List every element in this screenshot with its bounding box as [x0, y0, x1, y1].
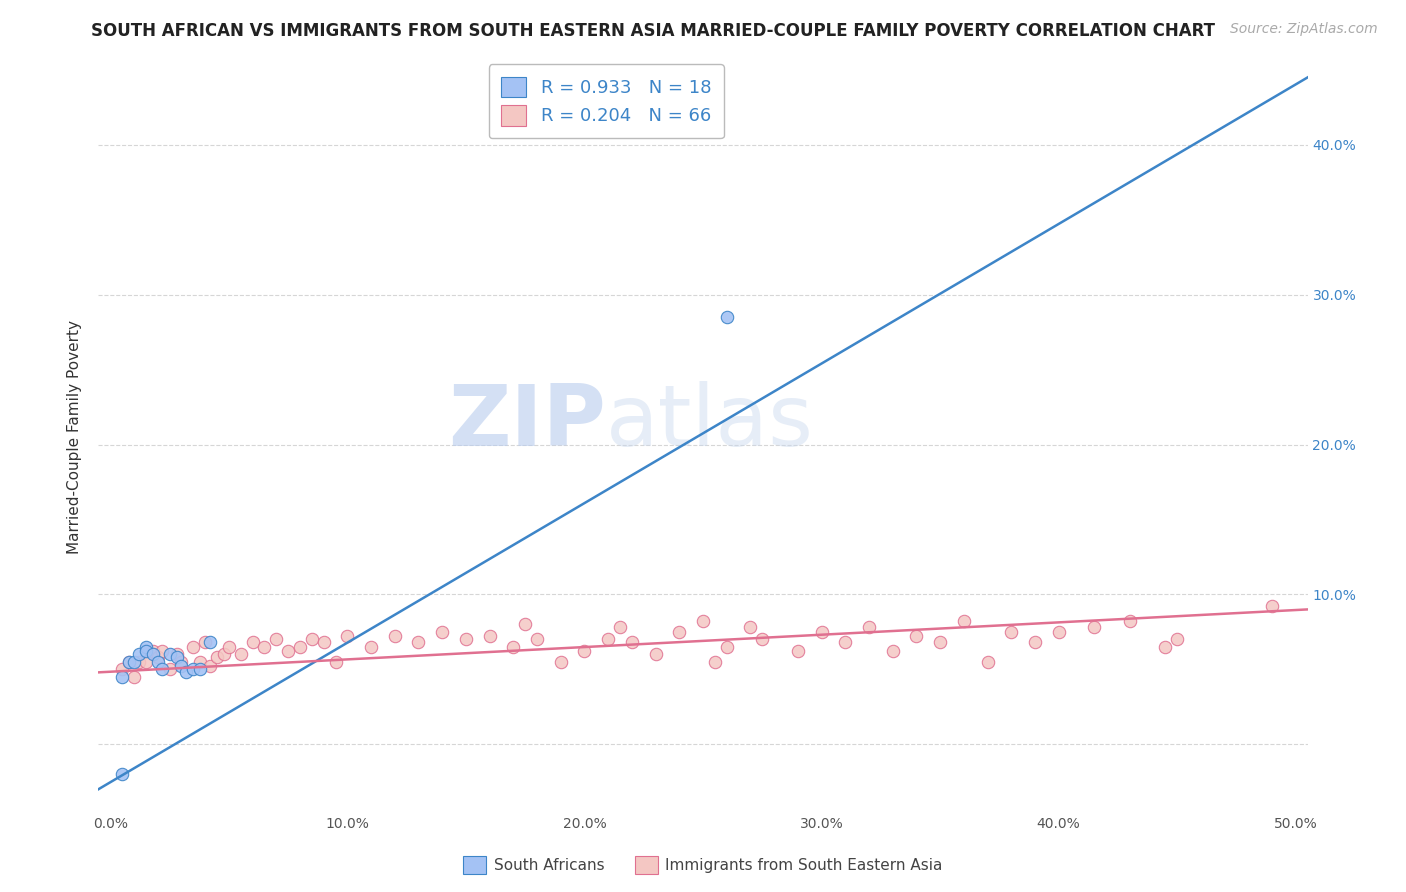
- Point: [609, 620, 631, 634]
- Legend: R = 0.933   N = 18, R = 0.204   N = 66: R = 0.933 N = 18, R = 0.204 N = 66: [488, 64, 724, 138]
- Point: [550, 655, 572, 669]
- Point: [122, 655, 145, 669]
- Point: [218, 640, 240, 654]
- Point: [526, 632, 548, 647]
- Point: [111, 670, 134, 684]
- Point: [834, 635, 856, 649]
- Point: [142, 644, 165, 658]
- Point: [360, 640, 382, 654]
- Point: [810, 624, 832, 639]
- Point: [152, 644, 174, 658]
- Point: [212, 648, 235, 662]
- Point: [384, 629, 406, 643]
- Point: [716, 310, 738, 325]
- Point: [598, 632, 620, 647]
- Point: [264, 632, 287, 647]
- Point: [174, 665, 197, 680]
- Point: [692, 615, 714, 629]
- Point: [159, 662, 181, 676]
- Point: [432, 624, 454, 639]
- Point: [277, 644, 299, 658]
- Text: SOUTH AFRICAN VS IMMIGRANTS FROM SOUTH EASTERN ASIA MARRIED-COUPLE FAMILY POVERT: SOUTH AFRICAN VS IMMIGRANTS FROM SOUTH E…: [91, 22, 1215, 40]
- Point: [128, 655, 150, 669]
- Point: [786, 644, 808, 658]
- Point: [194, 635, 217, 649]
- Point: [135, 655, 157, 669]
- Point: [1024, 635, 1046, 649]
- Point: [1083, 620, 1105, 634]
- Point: [312, 635, 335, 649]
- Point: [242, 635, 264, 649]
- Point: [301, 632, 323, 647]
- Point: [515, 617, 537, 632]
- Point: [408, 635, 430, 649]
- Point: [952, 615, 974, 629]
- Point: [181, 662, 204, 676]
- Point: [288, 640, 311, 654]
- Point: [478, 629, 501, 643]
- Point: [135, 644, 157, 658]
- Point: [1119, 615, 1142, 629]
- Point: [703, 655, 725, 669]
- Point: [1261, 599, 1284, 614]
- Point: [336, 629, 359, 643]
- Point: [1154, 640, 1177, 654]
- Point: [166, 650, 188, 665]
- Point: [502, 640, 524, 654]
- Point: [135, 640, 157, 654]
- Point: [118, 655, 141, 669]
- Point: [229, 648, 252, 662]
- Point: [190, 655, 212, 669]
- Point: [170, 659, 193, 673]
- Point: [574, 644, 596, 658]
- Point: [122, 670, 145, 684]
- Point: [198, 635, 221, 649]
- Point: [644, 648, 666, 662]
- Point: [454, 632, 477, 647]
- Y-axis label: Married-Couple Family Poverty: Married-Couple Family Poverty: [67, 320, 83, 554]
- Point: [976, 655, 998, 669]
- Point: [190, 662, 212, 676]
- Point: [142, 648, 165, 662]
- Point: [198, 659, 221, 673]
- Point: [716, 640, 738, 654]
- Legend: South Africans, Immigrants from South Eastern Asia: South Africans, Immigrants from South Ea…: [457, 850, 949, 880]
- Point: [181, 640, 204, 654]
- Text: atlas: atlas: [606, 381, 814, 464]
- Point: [1047, 624, 1070, 639]
- Point: [205, 650, 228, 665]
- Point: [159, 648, 181, 662]
- Text: ZIP: ZIP: [449, 381, 606, 464]
- Point: [740, 620, 762, 634]
- Point: [170, 655, 193, 669]
- Point: [929, 635, 952, 649]
- Point: [146, 650, 169, 665]
- Point: [118, 655, 141, 669]
- Text: Source: ZipAtlas.com: Source: ZipAtlas.com: [1230, 22, 1378, 37]
- Point: [111, 767, 134, 781]
- Point: [111, 662, 134, 676]
- Point: [1000, 624, 1022, 639]
- Point: [253, 640, 276, 654]
- Point: [751, 632, 773, 647]
- Point: [858, 620, 880, 634]
- Point: [1166, 632, 1188, 647]
- Point: [146, 655, 169, 669]
- Point: [166, 648, 188, 662]
- Point: [882, 644, 904, 658]
- Point: [152, 662, 174, 676]
- Point: [905, 629, 928, 643]
- Point: [620, 635, 643, 649]
- Point: [325, 655, 347, 669]
- Point: [128, 648, 150, 662]
- Point: [668, 624, 690, 639]
